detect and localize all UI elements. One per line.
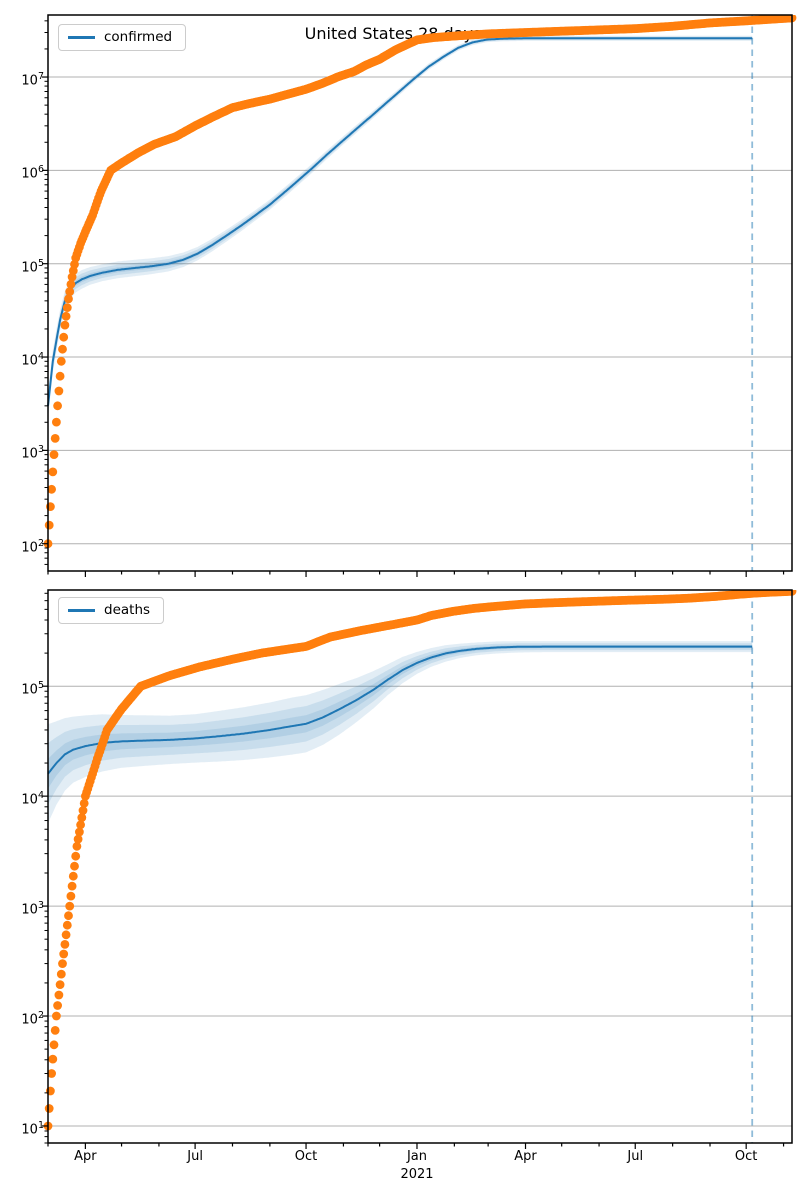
x-tick-label: Jan (406, 1149, 427, 1164)
y-tick-label: 102 (21, 1010, 44, 1028)
x-year-label: 2021 (400, 1167, 434, 1182)
y-tick-label: 105 (21, 680, 44, 698)
deaths-confidence-band (48, 645, 753, 789)
axes-spines (47, 14, 793, 572)
deaths-axes (42, 589, 797, 1149)
y-tick-label: 103 (21, 900, 44, 918)
deaths-legend: deaths (58, 597, 165, 624)
y-tick-label: 106 (21, 164, 44, 182)
confirmed-confidence-band (48, 37, 753, 410)
axes-spines (47, 589, 793, 1144)
y-tick-label: 104 (21, 351, 44, 369)
confirmed-actual-dots (43, 15, 797, 549)
deaths-model-line (47, 645, 753, 775)
x-tick-label: Apr (514, 1149, 537, 1164)
confirmed-confidence-band (48, 36, 753, 414)
confirmed-confidence-band (48, 35, 753, 418)
confirmed-legend: confirmed (58, 24, 187, 51)
deaths-legend-label: deaths (104, 602, 151, 618)
x-tick-label: Apr (74, 1149, 97, 1164)
deaths-confidence-band (48, 641, 753, 824)
x-tick-label: Oct (294, 1149, 318, 1164)
x-tick-label: Jul (187, 1149, 203, 1164)
y-tick-label: 102 (21, 537, 44, 556)
confirmed-axes (42, 14, 797, 577)
legend-line-icon (68, 35, 95, 39)
y-tick-label: 107 (21, 71, 44, 89)
y-tick-label: 103 (21, 444, 44, 462)
confirmed-model-line (47, 37, 753, 406)
y-tick-label: 105 (21, 257, 44, 276)
x-tick-label: Oct (734, 1149, 758, 1164)
x-tick-label: Jul (627, 1149, 644, 1164)
confirmed-legend-label: confirmed (104, 29, 173, 45)
deaths-confidence-band (48, 643, 753, 805)
legend-line-icon (68, 608, 95, 612)
y-tick-label: 101 (21, 1119, 44, 1138)
deaths-actual-dots (43, 590, 797, 1131)
y-tick-label: 104 (21, 790, 44, 808)
